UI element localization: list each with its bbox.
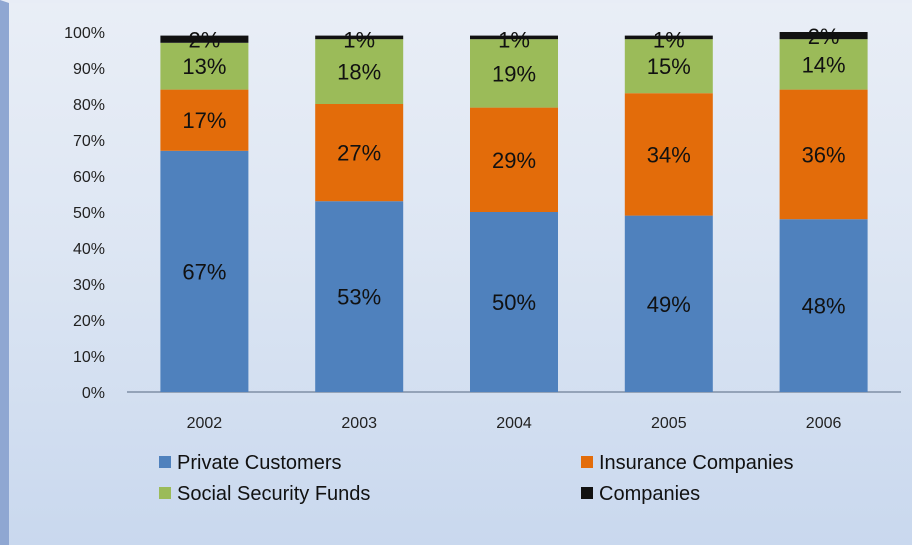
legend-label: Private Customers [177,452,342,474]
bar-segment [315,35,404,40]
bar-segment [624,35,713,40]
bar-data-label: 1% [343,28,375,53]
bar-segment [470,107,558,212]
y-axis-ticks: 0% 10% 20% 30% 40% 50% 60% 70% 80% 90% 100% [64,25,105,402]
legend-label: Insurance Companies [599,452,794,474]
legend-swatch [159,456,171,468]
bar-segment [160,150,249,392]
y-tick-label: 50% [73,205,105,222]
bar-data-label: 13% [182,54,226,79]
bar-segment [779,32,868,40]
y-tick-label: 100% [64,25,105,42]
legend-swatch [581,487,593,499]
y-tick-label: 90% [73,61,105,78]
y-tick-label: 80% [73,97,105,114]
bar-segment [160,42,249,90]
y-tick-label: 30% [73,277,105,294]
bar-data-label: 49% [647,292,691,317]
bar-data-label: 18% [337,60,381,85]
bar-segment [315,104,404,202]
y-tick-label: 20% [73,313,105,330]
x-tick-label: 2002 [187,415,223,432]
x-tick-label: 2004 [496,415,532,432]
bar-data-label: 50% [492,290,536,315]
bar-segment [624,93,713,216]
stacked-bar-chart: 0% 10% 20% 30% 40% 50% 60% 70% 80% 90% 100% 67% 17%… [64,24,901,505]
x-tick-label: 2005 [651,415,687,432]
bar-segment [624,215,713,392]
bar-segment [779,89,868,220]
y-tick-label: 70% [73,133,105,150]
y-tick-label: 0% [82,385,105,402]
bar-data-label: 34% [647,142,691,167]
bar-data-label: 36% [802,142,846,167]
legend: Private Customers Insurance Companies Soci… [159,452,794,505]
bar-segment [470,35,558,40]
bar-data-label: 1% [653,28,685,53]
bar-data-label: 2% [808,24,840,49]
y-tick-label: 40% [73,241,105,258]
bar-segment [315,201,404,392]
legend-label: Companies [599,483,700,505]
bar-data-label: 27% [337,141,381,166]
bar-segment [160,89,249,151]
bar-data-label: 19% [492,61,536,86]
bar-data-label: 14% [802,52,846,77]
bar-data-label: 1% [498,28,530,53]
bar-segment [779,39,868,90]
bars: 67%17%13%2%53%27%18%1%50%29%19%1%49%34%1… [160,24,868,392]
bar-data-label: 17% [182,108,226,133]
bar-segment [470,39,558,108]
bar-data-label: 53% [337,285,381,310]
bar-data-label: 48% [802,294,846,319]
x-tick-label: 2003 [341,415,377,432]
legend-swatch [581,456,593,468]
bar-segment [160,35,249,43]
y-tick-label: 10% [73,349,105,366]
legend-label: Social Security Funds [177,483,370,505]
bar-segment [315,39,404,105]
bar-segment [624,39,713,94]
bar-segment [779,219,868,392]
bar-segment [470,212,558,392]
x-tick-label: 2006 [806,415,842,432]
y-tick-label: 60% [73,169,105,186]
bar-data-label: 2% [189,28,221,53]
legend-swatch [159,487,171,499]
x-axis-ticks: 2002 2003 2004 2005 2006 [187,415,842,432]
bar-data-label: 15% [647,54,691,79]
bar-data-label: 29% [492,148,536,173]
bar-data-label: 67% [182,259,226,284]
